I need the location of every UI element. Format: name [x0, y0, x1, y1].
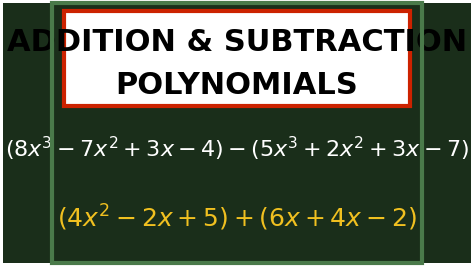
FancyBboxPatch shape [64, 11, 410, 106]
Text: ADDITION & SUBTRACTION: ADDITION & SUBTRACTION [7, 28, 467, 57]
Text: $(8x^3 - 7x^2 + 3x - 4) - (5x^3 + 2x^2 + 3x - 7)$: $(8x^3 - 7x^2 + 3x - 4) - (5x^3 + 2x^2 +… [5, 135, 469, 163]
Text: $(4x^2 - 2x + 5) + (6x + 4x - 2)$: $(4x^2 - 2x + 5) + (6x + 4x - 2)$ [57, 203, 417, 233]
Text: POLYNOMIALS: POLYNOMIALS [116, 70, 358, 100]
